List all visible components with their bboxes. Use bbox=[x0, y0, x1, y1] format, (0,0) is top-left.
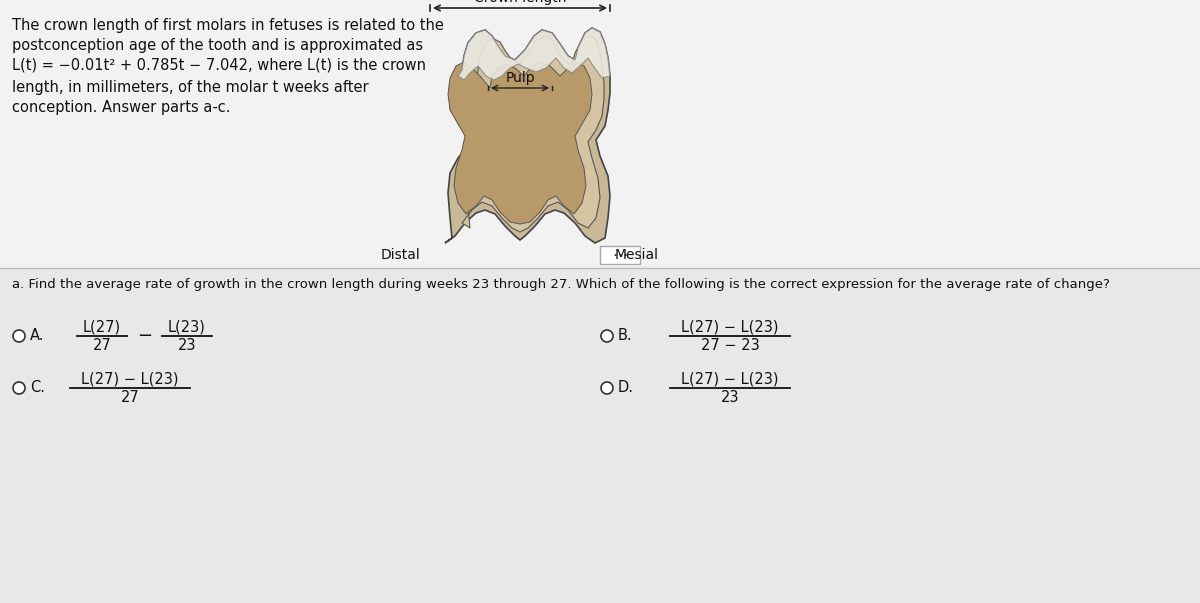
Text: postconception age of the tooth and is approximated as: postconception age of the tooth and is a… bbox=[12, 38, 424, 53]
Text: L(27): L(27) bbox=[83, 319, 121, 334]
Text: −: − bbox=[137, 327, 152, 345]
Text: conception. Answer parts a-c.: conception. Answer parts a-c. bbox=[12, 100, 230, 115]
Bar bbox=[0, 0, 1200, 268]
Text: D.: D. bbox=[618, 380, 634, 396]
Text: length, in millimeters, of the molar t weeks after: length, in millimeters, of the molar t w… bbox=[12, 80, 368, 95]
Text: L(27) − L(23): L(27) − L(23) bbox=[682, 319, 779, 334]
Text: 23: 23 bbox=[178, 338, 197, 353]
Text: ⋯: ⋯ bbox=[612, 247, 628, 262]
Text: Crown length: Crown length bbox=[474, 0, 566, 5]
Text: C.: C. bbox=[30, 380, 46, 396]
Polygon shape bbox=[448, 62, 592, 224]
Text: Distal: Distal bbox=[380, 248, 420, 262]
Circle shape bbox=[601, 330, 613, 342]
Text: 27: 27 bbox=[121, 390, 139, 405]
Text: a. Find the average rate of growth in the crown length during weeks 23 through 2: a. Find the average rate of growth in th… bbox=[12, 278, 1110, 291]
Text: B.: B. bbox=[618, 329, 632, 344]
Polygon shape bbox=[445, 28, 610, 243]
Text: 27: 27 bbox=[92, 338, 112, 353]
Text: 27 − 23: 27 − 23 bbox=[701, 338, 760, 353]
Polygon shape bbox=[458, 28, 610, 80]
Text: 23: 23 bbox=[721, 390, 739, 405]
Text: L(23): L(23) bbox=[168, 319, 206, 334]
Bar bbox=[0, 268, 1200, 603]
Text: Pulp: Pulp bbox=[505, 71, 535, 85]
Text: A.: A. bbox=[30, 329, 44, 344]
Circle shape bbox=[601, 382, 613, 394]
Text: The crown length of first molars in fetuses is related to the: The crown length of first molars in fetu… bbox=[12, 18, 444, 33]
Text: L(27) − L(23): L(27) − L(23) bbox=[82, 371, 179, 386]
Bar bbox=[600, 246, 640, 264]
Text: L(27) − L(23): L(27) − L(23) bbox=[682, 371, 779, 386]
Text: Mesial: Mesial bbox=[616, 248, 659, 262]
Circle shape bbox=[13, 382, 25, 394]
Text: L(t) = −0.01t² + 0.785t − 7.042, where L(t) is the crown: L(t) = −0.01t² + 0.785t − 7.042, where L… bbox=[12, 58, 426, 73]
Polygon shape bbox=[462, 36, 604, 232]
Circle shape bbox=[13, 330, 25, 342]
